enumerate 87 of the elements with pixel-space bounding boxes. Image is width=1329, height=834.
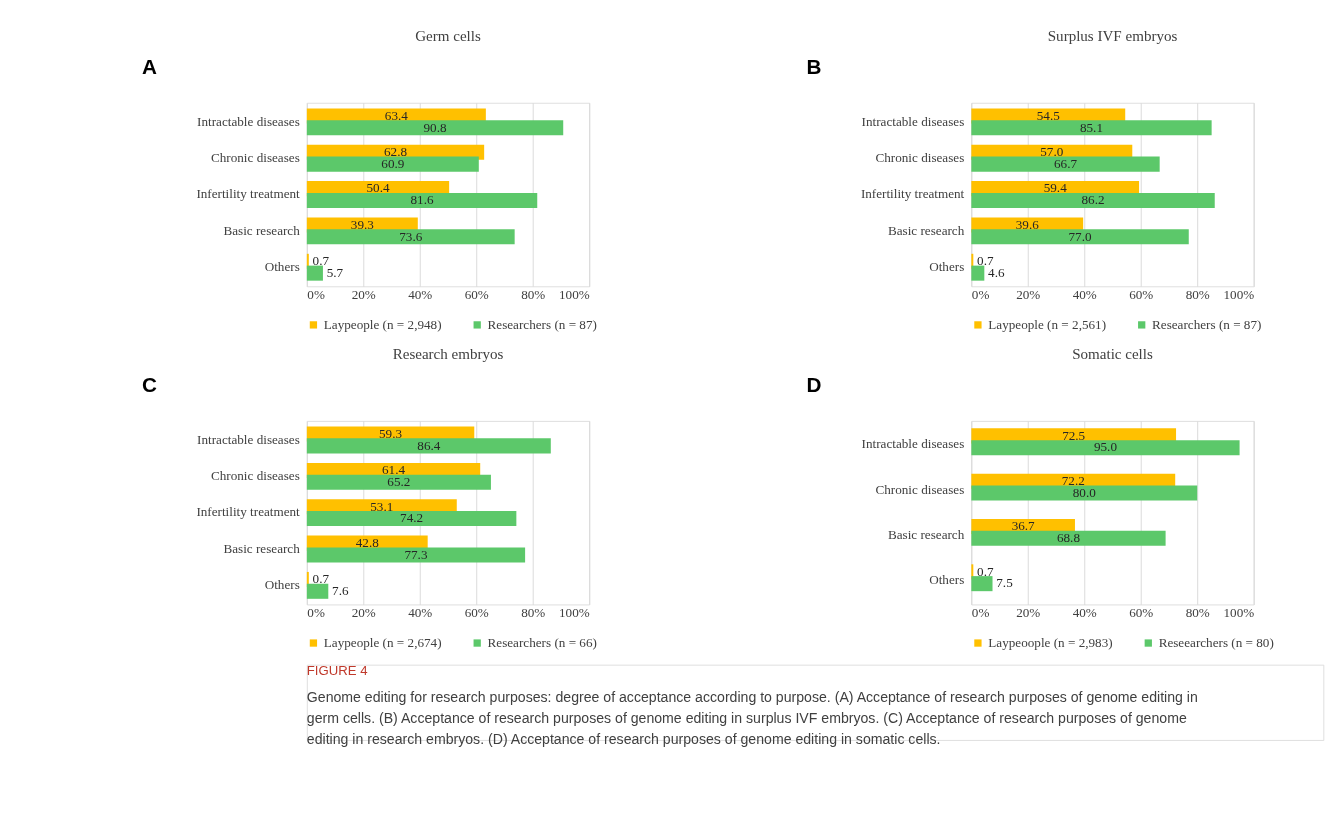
legend-label: Researchers (n = 87) <box>1152 316 1262 332</box>
data-label: 39.3 <box>350 216 375 232</box>
x-tick-label: 0% <box>307 605 325 621</box>
data-label: 81.6 <box>410 192 434 208</box>
x-tick-label: 0% <box>971 287 990 303</box>
text: C <box>142 372 158 396</box>
y-tick-label: Chronic diseases <box>875 481 965 497</box>
x-tick-label: 60% <box>1129 287 1154 303</box>
y-tick-label: Intractable diseases <box>861 436 965 452</box>
data-label: 86.2 <box>1081 192 1105 208</box>
text: B <box>806 54 822 78</box>
chart-title: Surplus IVF embryos <box>1047 27 1178 44</box>
x-tick-label: 80% <box>521 287 546 303</box>
chart-title: Somatic cells <box>1072 345 1153 362</box>
x-tick-label: 60% <box>464 605 489 621</box>
data-label: 36.7 <box>1011 518 1036 534</box>
x-tick-label: 80% <box>1185 605 1210 621</box>
data-label: 50.4 <box>366 180 390 196</box>
y-tick-label: Chronic diseases <box>210 468 300 484</box>
x-tick-label: 20% <box>351 605 376 621</box>
legend-label: Laypeople (n = 2,948) <box>323 316 442 332</box>
y-tick-label: Others <box>929 572 965 588</box>
legend-label: Researchers (n = 66) <box>487 634 597 650</box>
data-label: 85.1 <box>1079 119 1103 135</box>
y-tick-label: Infertility treatment <box>196 504 301 520</box>
x-tick-label: 40% <box>1072 287 1097 303</box>
y-tick-label: Chronic diseases <box>210 149 300 165</box>
x-tick-label: 100% <box>1223 287 1255 303</box>
legend-label: Laypeople (n = 2,561) <box>988 316 1107 332</box>
y-tick-label: Intractable diseases <box>197 113 300 129</box>
data-label: 42.8 <box>355 534 380 550</box>
y-tick-label: Intractable diseases <box>197 431 300 447</box>
y-tick-label: Chronic diseases <box>875 149 965 165</box>
data-label: 95.0 <box>1093 439 1118 455</box>
data-label: 59.4 <box>1043 180 1068 196</box>
data-label: 7.5 <box>996 575 1014 591</box>
x-tick-label: 20% <box>1016 287 1041 303</box>
y-tick-label: Intractable diseases <box>861 113 965 129</box>
text: A <box>142 54 158 78</box>
x-tick-label: 40% <box>1072 605 1097 621</box>
text: D <box>806 372 822 396</box>
chart-title: Research embryos <box>392 345 504 362</box>
legend-label: Laypeoople (n = 2,983) <box>988 634 1113 650</box>
y-tick-label: Basic research <box>223 222 301 238</box>
data-label: 53.1 <box>370 498 394 514</box>
data-label: 0.7 <box>977 563 994 579</box>
data-label: 63.4 <box>384 107 409 123</box>
data-label: 54.5 <box>1036 107 1061 123</box>
data-label: 73.6 <box>399 228 423 244</box>
data-label: 72.5 <box>1062 427 1086 443</box>
x-tick-label: 80% <box>1185 287 1210 303</box>
data-label: 86.4 <box>417 437 441 453</box>
y-tick-label: Basic research <box>887 527 965 543</box>
y-tick-label: Others <box>264 259 300 274</box>
x-tick-label: 40% <box>408 605 433 621</box>
y-tick-label: Others <box>929 259 965 274</box>
text: Genome editing for research purposes: degree of acceptance according to purpose. (A) Acceptance of research purposes of genome editing in germ cells. (B) Acceptance of research purposes of genome editing in surplus IVF embryos. (C) Acceptance of research purposes of genome editing in research embryos. (D) Acceptance of research purposes of genome editing in somatic cells. <box>306 689 1198 747</box>
x-tick-label: 100% <box>558 287 590 303</box>
y-tick-label: Infertility treatment <box>860 186 965 202</box>
data-label: 74.2 <box>400 510 424 526</box>
data-label: 0.7 <box>312 571 330 587</box>
x-tick-label: 0% <box>971 605 990 621</box>
legend-label: Reseearchers (n = 80) <box>1158 634 1274 650</box>
data-label: 7.6 <box>332 583 349 599</box>
x-tick-label: 40% <box>408 287 433 303</box>
data-label: 90.8 <box>423 119 447 135</box>
y-tick-label: Basic research <box>887 222 965 238</box>
x-tick-label: 100% <box>558 605 590 621</box>
x-tick-label: 0% <box>307 287 325 303</box>
data-label: 39.6 <box>1015 216 1040 232</box>
y-tick-label: Basic research <box>223 540 301 556</box>
data-label: 77.3 <box>404 546 428 562</box>
x-tick-label: 60% <box>464 287 489 303</box>
y-tick-label: Infertility treatment <box>196 186 301 202</box>
data-label: 77.0 <box>1068 228 1092 244</box>
data-label: 59.3 <box>379 425 403 441</box>
x-tick-label: 20% <box>351 287 376 303</box>
data-label: 68.8 <box>1056 530 1081 546</box>
legend-label: Laypeople (n = 2,674) <box>323 634 442 650</box>
x-tick-label: 20% <box>1016 605 1041 621</box>
x-tick-label: 100% <box>1223 605 1255 621</box>
text: FIGURE 4 <box>306 663 368 679</box>
x-tick-label: 80% <box>521 605 546 621</box>
y-tick-label: Others <box>264 577 300 593</box>
chart-title: Germ cells <box>415 27 481 44</box>
x-tick-label: 60% <box>1129 605 1154 621</box>
legend-label: Researchers (n = 87) <box>487 316 597 332</box>
